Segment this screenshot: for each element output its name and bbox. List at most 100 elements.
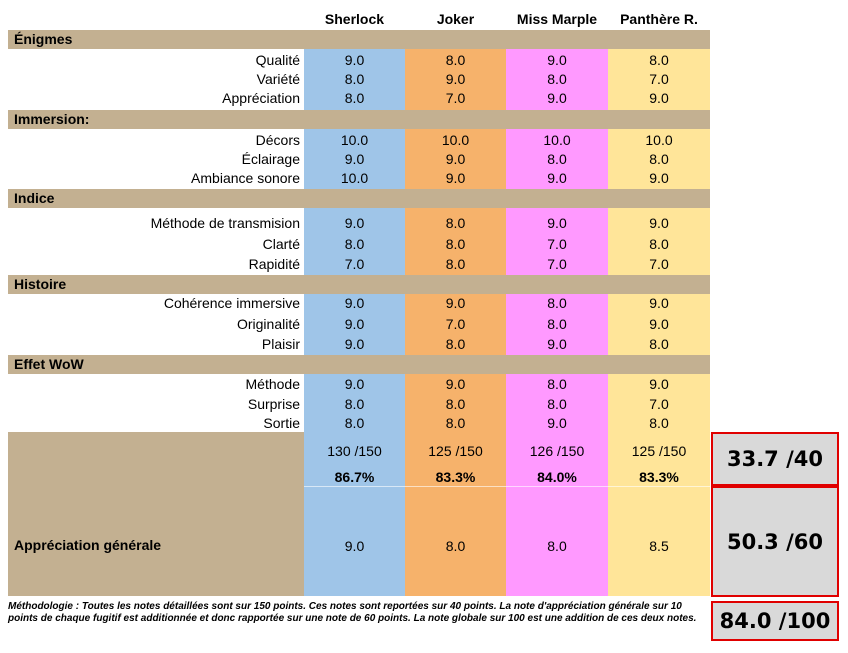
cell-miss-marple: 8.0 [547, 151, 567, 167]
row-label: Rapidité [248, 256, 300, 272]
cell-panthere: 8.0 [649, 151, 669, 167]
row-label: Méthode [245, 376, 300, 392]
section-bar-enigmes [8, 30, 710, 49]
cell-panthere: 8.0 [649, 236, 669, 252]
row-label: Décors [255, 132, 300, 148]
cell-sherlock: 8.0 [344, 236, 365, 252]
cell-sherlock: 9.0 [344, 295, 365, 311]
cell-miss-marple: 8.0 [547, 396, 567, 412]
total-points-miss-marple: 126 /150 [529, 443, 585, 459]
divider [304, 486, 710, 487]
total-score-box: 84.0 /100 [711, 601, 839, 641]
row-label: Appréciation [222, 90, 300, 106]
column-header-sherlock: Sherlock [324, 11, 385, 27]
cell-panthere: 8.0 [649, 336, 669, 352]
total-points-joker: 125 /150 [428, 443, 483, 459]
cell-joker: 9.0 [445, 71, 466, 87]
cell-sherlock: 8.0 [344, 71, 365, 87]
general-score: 50.3 /60 [726, 529, 824, 554]
section-bar-effet-wow [8, 355, 710, 374]
summary-background [8, 432, 304, 596]
cell-sherlock: 10.0 [340, 170, 369, 186]
cell-joker: 7.0 [445, 90, 466, 106]
cell-joker: 8.0 [445, 415, 466, 431]
cell-joker: 8.0 [445, 256, 466, 272]
cell-joker: 9.0 [445, 295, 466, 311]
row-label: Qualité [255, 52, 300, 68]
section-bar-immersion [8, 110, 710, 129]
cell-panthere: 9.0 [649, 170, 669, 186]
general-joker: 8.0 [445, 538, 466, 554]
cell-joker: 9.0 [445, 170, 466, 186]
row-label: Cohérence immersive [163, 295, 300, 311]
cell-panthere: 8.0 [649, 415, 669, 431]
cell-miss-marple: 8.0 [547, 316, 567, 332]
cell-joker: 8.0 [445, 396, 466, 412]
cell-miss-marple: 9.0 [547, 415, 567, 431]
detail-score: 33.7 /40 [726, 447, 824, 471]
cell-panthere: 9.0 [649, 316, 669, 332]
cell-sherlock: 9.0 [344, 336, 365, 352]
cell-panthere: 9.0 [649, 376, 669, 392]
cell-joker: 8.0 [445, 215, 466, 231]
column-header-panthere: Panthère R. [620, 11, 698, 27]
cell-joker: 8.0 [445, 336, 466, 352]
cell-joker: 9.0 [445, 151, 466, 167]
total-percent-miss-marple: 84.0% [537, 469, 577, 485]
cell-sherlock: 8.0 [344, 415, 365, 431]
detail-score-box: 33.7 /40 [711, 432, 839, 486]
column-header-joker: Joker [436, 11, 475, 27]
general-sherlock: 9.0 [344, 538, 365, 554]
section-title-effet-wow: Effet WoW [14, 356, 84, 372]
cell-panthere: 9.0 [649, 295, 669, 311]
cell-joker: 7.0 [445, 316, 466, 332]
cell-miss-marple: 9.0 [547, 336, 567, 352]
cell-miss-marple: 9.0 [547, 170, 567, 186]
cell-joker: 8.0 [445, 236, 466, 252]
cell-joker: 9.0 [445, 376, 466, 392]
section-bar-histoire [8, 275, 710, 294]
section-bar-indice [8, 189, 710, 208]
cell-miss-marple: 9.0 [547, 215, 567, 231]
row-label: Surprise [247, 396, 300, 412]
cell-panthere: 7.0 [649, 396, 669, 412]
cell-sherlock: 9.0 [344, 316, 365, 332]
cell-miss-marple: 9.0 [547, 90, 567, 106]
cell-sherlock: 8.0 [344, 90, 365, 106]
cell-miss-marple: 8.0 [547, 71, 567, 87]
cell-panthere: 10.0 [645, 132, 673, 148]
cell-sherlock: 8.0 [344, 396, 365, 412]
total-percent-joker: 83.3% [435, 469, 476, 485]
general-panthere: 8.5 [649, 538, 669, 554]
cell-sherlock: 9.0 [344, 376, 365, 392]
cell-miss-marple: 7.0 [547, 256, 567, 272]
general-appreciation-label: Appréciation générale [14, 537, 162, 553]
cell-miss-marple: 10.0 [543, 132, 571, 148]
total-percent-sherlock: 86.7% [334, 469, 375, 485]
cell-miss-marple: 8.0 [547, 295, 567, 311]
general-score-box: 50.3 /60 [711, 486, 839, 597]
cell-miss-marple: 8.0 [547, 376, 567, 392]
cell-panthere: 9.0 [649, 90, 669, 106]
cell-sherlock: 10.0 [340, 132, 369, 148]
cell-panthere: 9.0 [649, 215, 669, 231]
row-label: Sortie [263, 415, 300, 431]
methodology-note: Méthodologie : Toutes les notes détaillé… [8, 601, 697, 624]
row-label: Plaisir [261, 336, 300, 352]
cell-joker: 8.0 [445, 52, 466, 68]
total-score: 84.0 /100 [719, 609, 831, 633]
total-points-panthere: 125 /150 [631, 443, 687, 459]
cell-sherlock: 9.0 [344, 215, 365, 231]
cell-panthere: 7.0 [649, 71, 669, 87]
total-percent-panthere: 83.3% [639, 469, 679, 485]
cell-sherlock: 9.0 [344, 151, 365, 167]
column-header-miss-marple: Miss Marple [516, 11, 598, 27]
section-title-immersion: Immersion: [14, 111, 90, 127]
row-label: Ambiance sonore [191, 170, 300, 186]
row-label: Clarté [262, 236, 300, 252]
cell-miss-marple: 7.0 [547, 236, 567, 252]
cell-sherlock: 9.0 [344, 52, 365, 68]
general-miss-marple: 8.0 [547, 538, 567, 554]
total-points-sherlock: 130 /150 [327, 443, 382, 459]
row-label: Méthode de transmision [150, 215, 300, 231]
